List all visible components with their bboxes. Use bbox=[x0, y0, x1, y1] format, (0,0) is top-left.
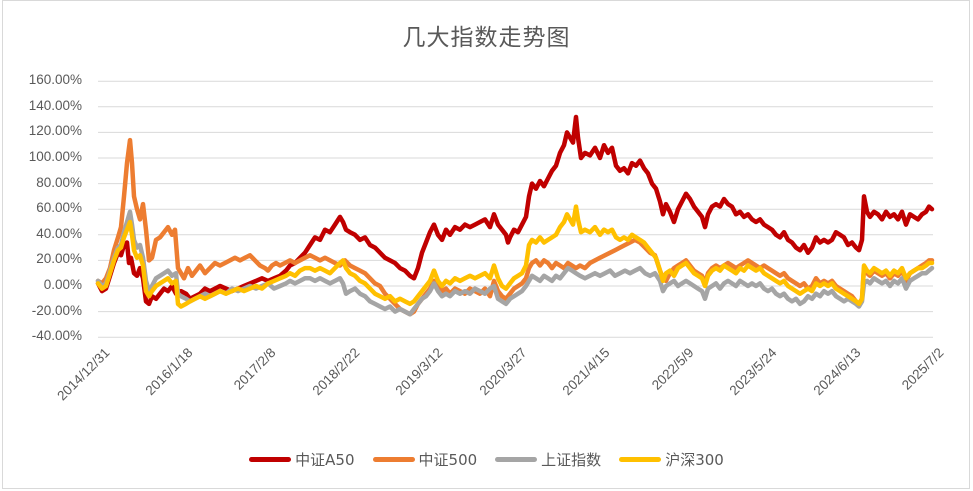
y-tick-label: 20.00% bbox=[36, 251, 82, 267]
y-tick-label: 120.00% bbox=[28, 123, 82, 139]
legend-item[interactable]: 中证500 bbox=[372, 449, 478, 470]
legend-item[interactable]: 中证A50 bbox=[249, 449, 355, 470]
chart-title: 几大指数走势图 bbox=[402, 25, 571, 51]
y-tick-label: 0.00% bbox=[43, 277, 82, 292]
series-lines bbox=[95, 114, 935, 317]
legend-swatch-icon bbox=[372, 457, 415, 462]
y-tick-label: -20.00% bbox=[31, 302, 82, 318]
y-tick-label: 160.00% bbox=[28, 72, 82, 88]
legend-swatch-icon bbox=[495, 457, 538, 462]
y-tick-label: 100.00% bbox=[28, 149, 82, 164]
gridlines bbox=[98, 80, 933, 338]
y-tick-label: 60.00% bbox=[36, 200, 82, 216]
legend-label: 中证A50 bbox=[295, 451, 355, 469]
legend: 中证A50 中证500 上证指数 沪深300 bbox=[0, 449, 973, 470]
y-tick-label: 140.00% bbox=[28, 97, 82, 113]
y-tick-label: 80.00% bbox=[36, 174, 82, 190]
y-tick-label: 40.00% bbox=[36, 225, 82, 241]
legend-item[interactable]: 沪深300 bbox=[619, 449, 724, 470]
legend-label: 上证指数 bbox=[541, 451, 602, 469]
legend-item[interactable]: 上证指数 bbox=[495, 449, 601, 470]
legend-swatch-icon bbox=[619, 457, 662, 462]
y-tick-label: -40.00% bbox=[31, 328, 82, 344]
legend-label: 中证500 bbox=[418, 451, 478, 469]
series-line-1 bbox=[95, 137, 935, 317]
legend-swatch-icon bbox=[249, 457, 292, 462]
legend-label: 沪深300 bbox=[665, 451, 724, 469]
series-line-3 bbox=[95, 204, 935, 309]
